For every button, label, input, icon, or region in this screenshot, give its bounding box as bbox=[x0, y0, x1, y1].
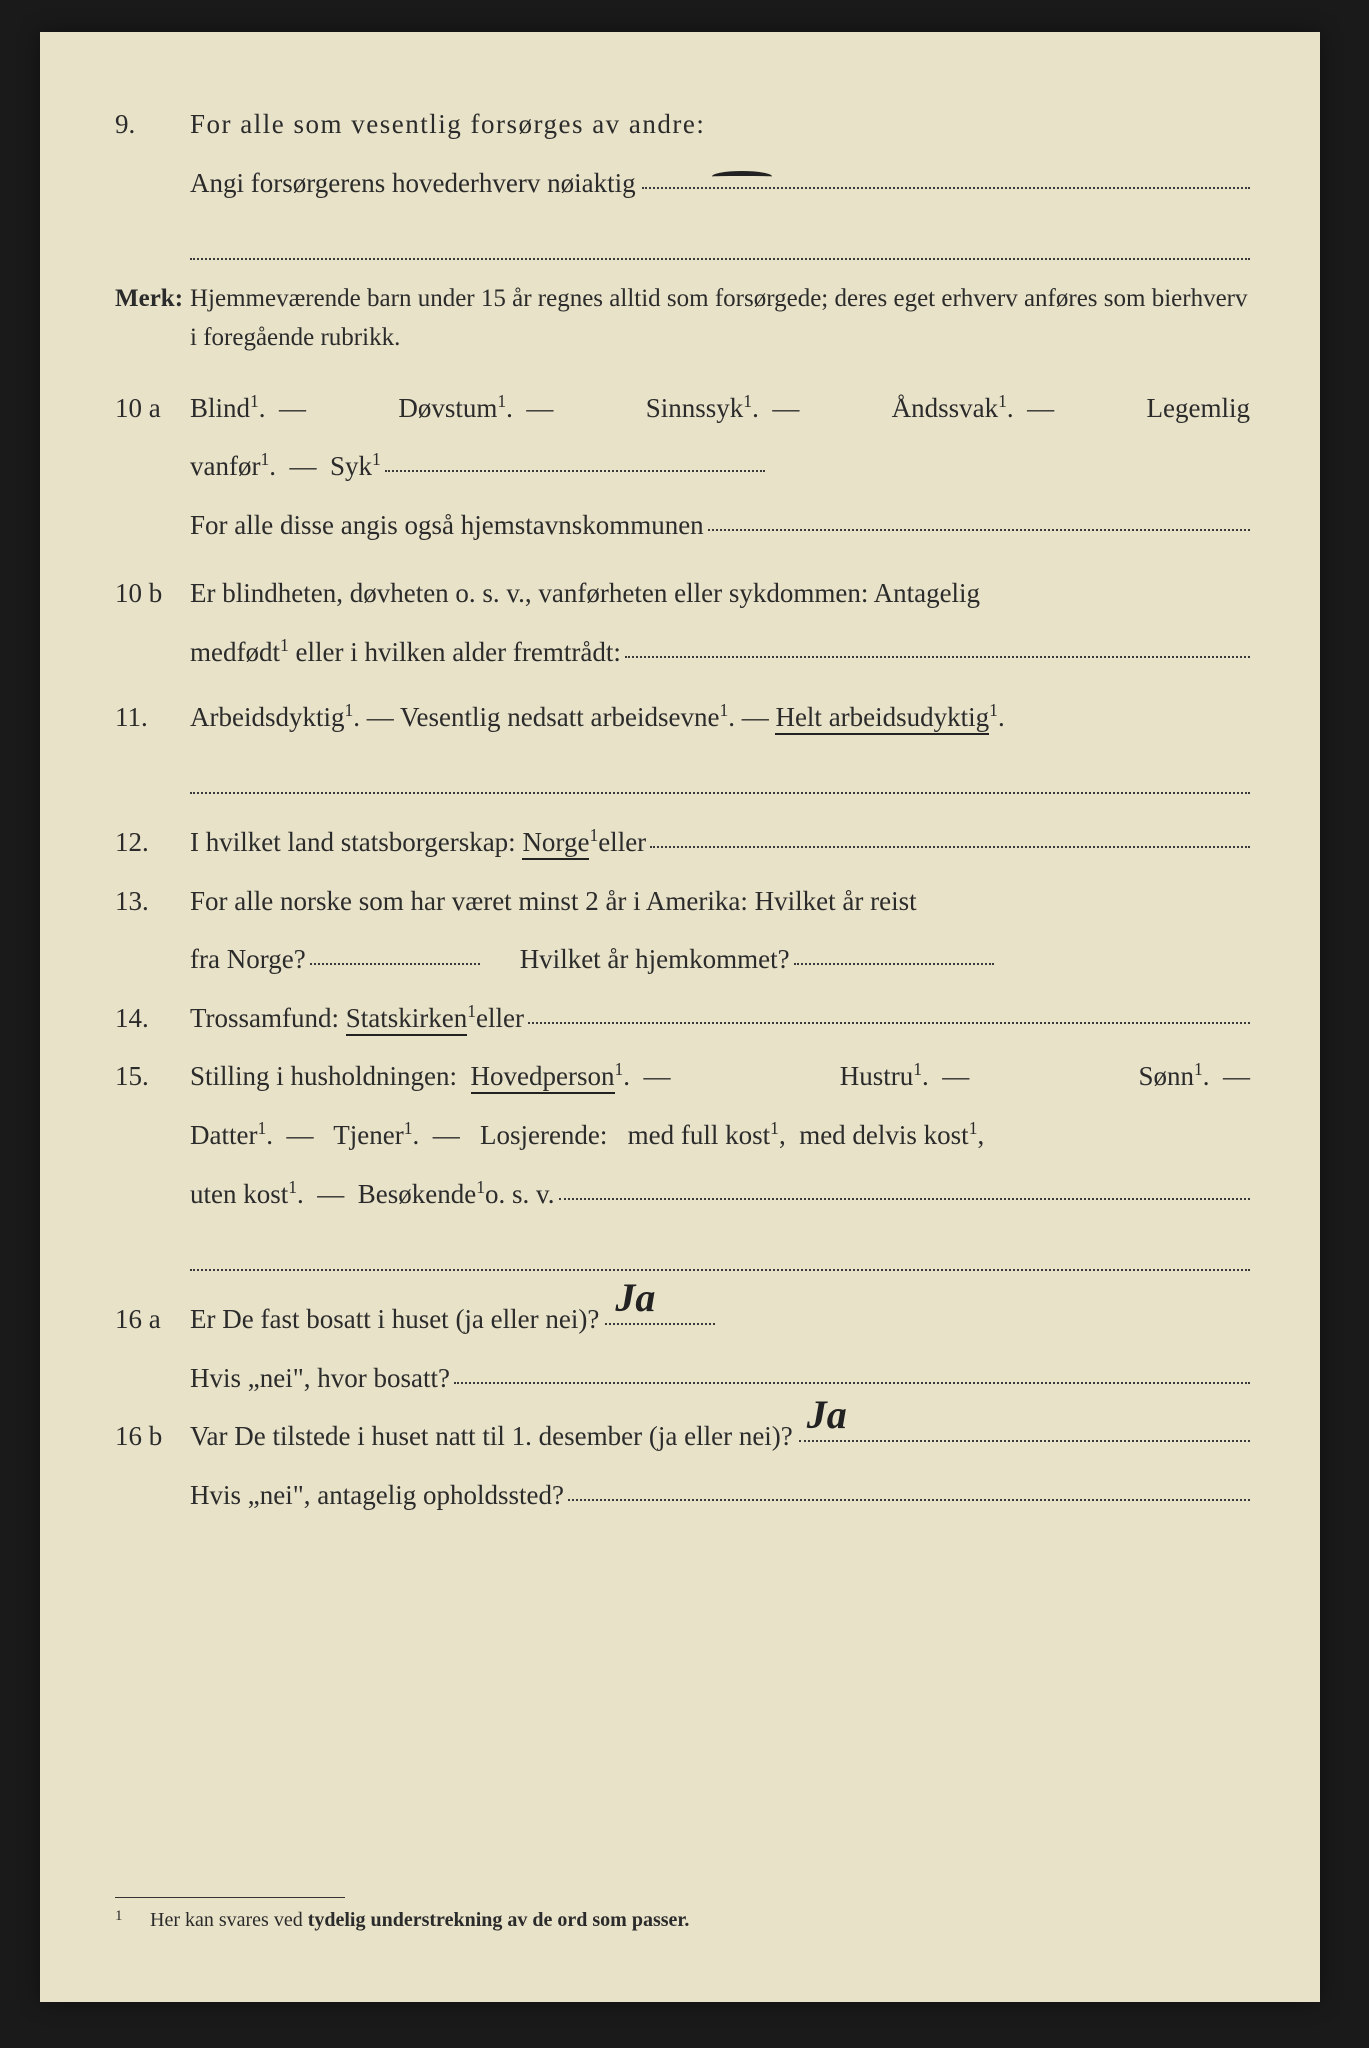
q14-prefix: Trossamfund: bbox=[190, 996, 339, 1041]
merk-row: Merk: Hjemmeværende barn under 15 år reg… bbox=[115, 278, 1250, 358]
q16a-row2: Hvis „nei", hvor bosatt? bbox=[115, 1356, 1250, 1401]
q15-sonn: Sønn bbox=[1138, 1061, 1194, 1091]
q10a-dovstum: Døvstum bbox=[398, 393, 497, 423]
q16b-answer1: Ja bbox=[807, 1382, 847, 1448]
q15-fill2 bbox=[190, 1226, 1250, 1271]
q11-fill bbox=[190, 749, 1250, 794]
q12-norge-selected: Norge bbox=[522, 827, 589, 860]
q16b-row2: Hvis „nei", antagelig opholdssted? bbox=[115, 1473, 1250, 1518]
q16b-num: 16 b bbox=[115, 1414, 190, 1459]
q9-row1: 9. For alle som vesentlig forsørges av a… bbox=[115, 102, 1250, 147]
q10b-fill bbox=[625, 656, 1250, 658]
footnote-num: 1 bbox=[115, 1904, 145, 1929]
q15-los-uten: uten kost bbox=[190, 1179, 288, 1209]
q14-suffix: eller bbox=[476, 996, 524, 1041]
q13-num: 13. bbox=[115, 879, 190, 924]
q14-statskirken-selected: Statskirken bbox=[346, 1003, 468, 1036]
q15-osv: o. s. v. bbox=[485, 1172, 555, 1217]
q12-suffix: eller bbox=[598, 820, 646, 865]
q16a-fill1: Ja bbox=[605, 1323, 715, 1325]
q13-hjem: Hvilket år hjemkommet? bbox=[520, 937, 790, 982]
q10a-row3: For alle disse angis også hjemstavnskomm… bbox=[115, 503, 1250, 548]
q16b-fill1: Ja bbox=[799, 1440, 1250, 1442]
q11-opt2: Vesentlig nedsatt arbeidsevne bbox=[400, 702, 719, 732]
q15-prefix: Stilling i husholdningen: bbox=[190, 1061, 464, 1091]
q15-los-delvis: med delvis kost bbox=[799, 1120, 969, 1150]
merk-label: Merk: bbox=[115, 278, 190, 319]
q13-row2: fra Norge? Hvilket år hjemkommet? bbox=[115, 937, 1250, 982]
q13-fill2 bbox=[794, 963, 994, 965]
q11-num: 11. bbox=[115, 695, 190, 740]
q13-row1: 13. For alle norske som har været minst … bbox=[115, 879, 1250, 924]
q16a-row1: 16 a Er De fast bosatt i huset (ja eller… bbox=[115, 1297, 1250, 1342]
q16b-row1: 16 b Var De tilstede i huset natt til 1.… bbox=[115, 1414, 1250, 1459]
q15-tjener: Tjener bbox=[333, 1120, 403, 1150]
q12-num: 12. bbox=[115, 820, 190, 865]
q13-text1: For alle norske som har været minst 2 år… bbox=[190, 879, 1250, 924]
q9-fill2 bbox=[190, 215, 1250, 260]
q9-text1: For alle som vesentlig forsørges av andr… bbox=[190, 102, 1250, 147]
q16a-fill2 bbox=[454, 1382, 1250, 1384]
footnote-text-a: Her kan svares ved bbox=[150, 1909, 308, 1931]
q16b-fill2 bbox=[568, 1499, 1250, 1501]
q10a-fill2 bbox=[708, 529, 1250, 531]
q13-fill1 bbox=[310, 963, 480, 965]
footnote-area: 1 Her kan svares ved tydelig understrekn… bbox=[115, 1897, 1250, 1937]
q9-fill bbox=[642, 187, 1250, 189]
q10a-row1: 10 a Blind1. — Døvstum1. — Sinnssyk1. — … bbox=[115, 386, 1250, 431]
q15-los-full: med full kost bbox=[628, 1120, 771, 1150]
q10b-row1: 10 b Er blindheten, døvheten o. s. v., v… bbox=[115, 571, 1250, 616]
q9-num: 9. bbox=[115, 102, 190, 147]
q10a-andssvak: Åndssvak bbox=[892, 393, 999, 423]
q9-hand-mark bbox=[682, 163, 802, 173]
q14-num: 14. bbox=[115, 996, 190, 1041]
q10a-syk: Syk bbox=[330, 451, 372, 481]
q15-row2: Datter1. — Tjener1. — Losjerende: med fu… bbox=[115, 1113, 1250, 1158]
q9-row2: Angi forsørgerens hovederhverv nøiaktig bbox=[115, 161, 1250, 206]
q14-row: 14. Trossamfund: Statskirken1 eller bbox=[115, 996, 1250, 1041]
q13-fra: fra Norge? bbox=[190, 937, 306, 982]
q10b-medfodt: medfødt bbox=[190, 637, 280, 667]
q16b-q2: Hvis „nei", antagelig opholdssted? bbox=[190, 1473, 564, 1518]
q15-hustru: Hustru bbox=[840, 1061, 914, 1091]
q15-row3: uten kost1. — Besøkende1 o. s. v. bbox=[115, 1172, 1250, 1217]
footnote: 1 Her kan svares ved tydelig understrekn… bbox=[115, 1904, 1250, 1937]
q10a-fill1 bbox=[385, 470, 765, 472]
q9-text2: Angi forsørgerens hovederhverv nøiaktig bbox=[190, 161, 636, 206]
merk-text: Hjemmeværende barn under 15 år regnes al… bbox=[190, 280, 1250, 358]
q10b-row2: medfødt1 eller i hvilken alder fremtrådt… bbox=[115, 630, 1250, 675]
q11-row: 11. Arbeidsdyktig1. — Vesentlig nedsatt … bbox=[115, 695, 1250, 740]
q10a-blind: Blind bbox=[190, 393, 250, 423]
q15-besok: Besøkende bbox=[358, 1179, 476, 1209]
q15-datter: Datter bbox=[190, 1120, 257, 1150]
footnote-text-b: tydelig understrekning av de ord som pas… bbox=[308, 1909, 690, 1931]
q16a-q1: Er De fast bosatt i huset (ja eller nei)… bbox=[190, 1297, 599, 1342]
q12-fill bbox=[650, 846, 1250, 848]
q15-row1: 15. Stilling i husholdningen: Hovedperso… bbox=[115, 1054, 1250, 1099]
q15-num: 15. bbox=[115, 1054, 190, 1099]
q16a-q2: Hvis „nei", hvor bosatt? bbox=[190, 1356, 450, 1401]
q10a-vanfor: vanfør bbox=[190, 451, 260, 481]
q16a-num: 16 a bbox=[115, 1297, 190, 1342]
q15-fill1 bbox=[559, 1198, 1250, 1200]
q16a-answer1: Ja bbox=[615, 1265, 655, 1331]
q12-row: 12. I hvilket land statsborgerskap: Norg… bbox=[115, 820, 1250, 865]
q11-opt3-selected: Helt arbeidsudyktig bbox=[775, 702, 989, 735]
q15-los-label: Losjerende: bbox=[480, 1120, 607, 1150]
q15-hoved-selected: Hovedperson bbox=[471, 1061, 615, 1094]
q14-fill bbox=[528, 1022, 1250, 1024]
q10b-text2b: eller i hvilken alder fremtrådt: bbox=[289, 637, 621, 667]
document-page: 9. For alle som vesentlig forsørges av a… bbox=[40, 32, 1320, 2002]
q10b-num: 10 b bbox=[115, 571, 190, 616]
footnote-rule bbox=[115, 1897, 345, 1898]
q11-opt1: Arbeidsdyktig bbox=[190, 702, 345, 732]
q10a-legemlig: Legemlig bbox=[1147, 386, 1250, 431]
q16b-q1: Var De tilstede i huset natt til 1. dese… bbox=[190, 1414, 793, 1459]
q10a-sinnssyk: Sinnssyk bbox=[646, 393, 744, 423]
q12-prefix: I hvilket land statsborgerskap: bbox=[190, 820, 516, 865]
q10b-text1: Er blindheten, døvheten o. s. v., vanfør… bbox=[190, 571, 1250, 616]
q10a-line3: For alle disse angis også hjemstavnskomm… bbox=[190, 503, 704, 548]
q10a-row2: vanfør1. — Syk1 bbox=[115, 444, 1250, 489]
q10a-num: 10 a bbox=[115, 386, 190, 431]
